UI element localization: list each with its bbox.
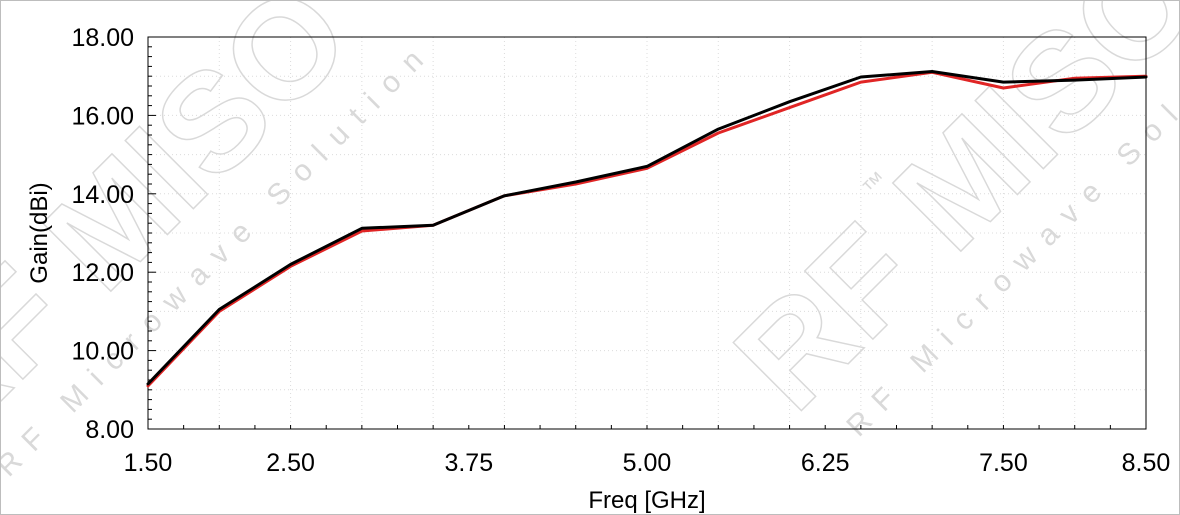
x-tick-label: 7.50 (979, 449, 1028, 477)
y-tick-label: 8.00 (85, 416, 134, 444)
series-layer (146, 70, 1148, 388)
y-tick-label: 14.00 (71, 181, 134, 209)
x-tick-label: 3.75 (444, 449, 493, 477)
y-tick-label: 18.00 (71, 24, 134, 52)
series-line-1 (146, 70, 1148, 388)
x-tick-label: 5.00 (623, 449, 672, 477)
y-axis-title: Gain(dBi) (26, 182, 53, 283)
x-tick-label: 2.50 (266, 449, 315, 477)
x-axis-title: Freq [GHz] (588, 487, 705, 514)
series-line-2 (146, 70, 1148, 386)
y-tick-label: 10.00 (71, 338, 134, 366)
plot-area (147, 36, 1147, 430)
y-axis-ticks: 8.00 10.00 12.00 14.00 16.00 18.00 (71, 24, 134, 444)
y-tick-label: 16.00 (71, 102, 134, 130)
x-tick-label: 1.50 (124, 449, 173, 477)
x-tick-label: 8.50 (1122, 449, 1171, 477)
x-tick-label: 6.25 (801, 449, 850, 477)
y-tick-label: 12.00 (71, 259, 134, 287)
x-axis-ticks: 1.50 2.50 3.75 5.00 6.25 7.50 8.50 (124, 449, 1171, 477)
grid (147, 36, 1147, 430)
